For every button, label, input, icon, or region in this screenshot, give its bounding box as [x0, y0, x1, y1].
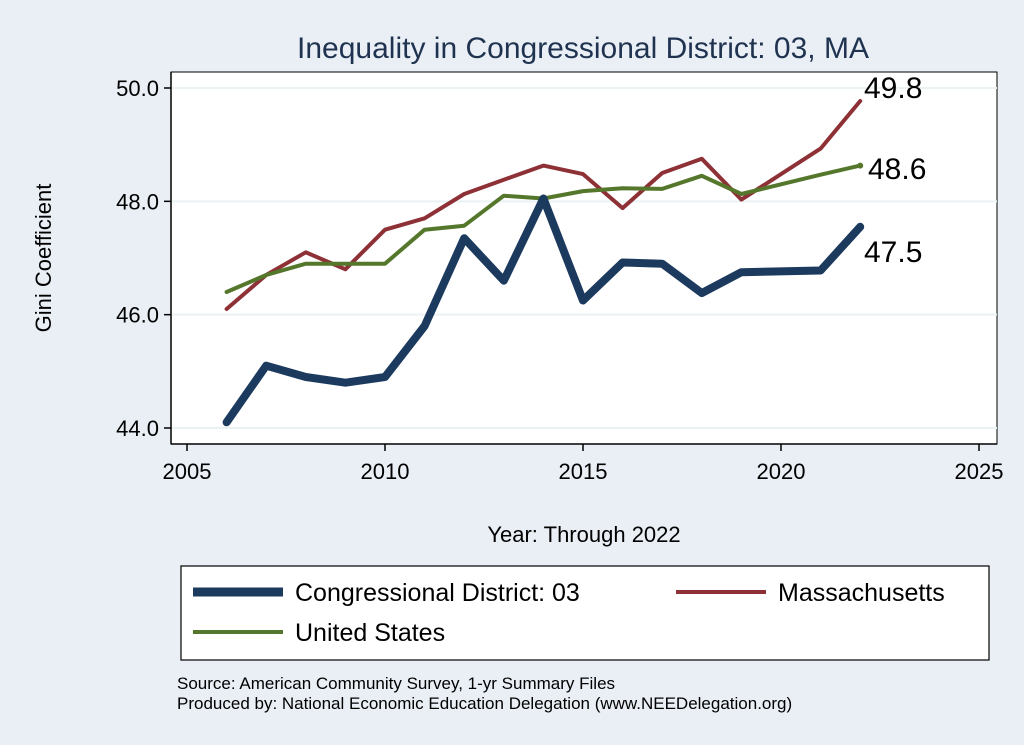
- legend-label-united-states: United States: [295, 619, 445, 647]
- series-end-marker-us: [857, 162, 864, 169]
- x-tick-label: 2010: [361, 459, 410, 484]
- x-tick-label: 2015: [559, 459, 608, 484]
- y-tick-label: 44.0: [116, 416, 159, 441]
- end-label-district: 47.5: [864, 236, 922, 269]
- x-tick-layer: 2005 2010 2015 2020 2025: [163, 444, 1004, 484]
- series-line-us: [224, 163, 863, 294]
- producer-note: Produced by: National Economic Education…: [177, 694, 792, 713]
- legend-box: [180, 565, 990, 661]
- source-note: Source: American Community Survey, 1-yr …: [177, 674, 615, 693]
- x-tick-label: 2005: [163, 459, 212, 484]
- y-tick-label: 46.0: [116, 303, 159, 328]
- x-tick-label: 2025: [955, 459, 1004, 484]
- y-tick-label: 50.0: [116, 76, 159, 101]
- legend: Congressional District: 03 Massachusetts…: [180, 565, 990, 661]
- series-line-district: [222, 194, 865, 427]
- y-tick-label: 48.0: [116, 189, 159, 214]
- y-axis-label: Gini Coefficient: [31, 184, 56, 333]
- grid-layer: [171, 87, 997, 429]
- series-line-state: [224, 99, 863, 311]
- legend-label-massachusetts: Massachusetts: [778, 579, 945, 607]
- chart-title: Inequality in Congressional District: 03…: [297, 32, 869, 65]
- plot-background: [170, 71, 998, 445]
- x-axis-label: Year: Through 2022: [487, 522, 680, 547]
- end-label-united-states: 48.6: [868, 153, 926, 186]
- end-label-massachusetts: 49.8: [864, 72, 922, 105]
- x-tick-label: 2020: [757, 459, 806, 484]
- legend-label-district: Congressional District: 03: [295, 579, 580, 607]
- y-tick-layer: 44.0 46.0 48.0 50.0: [116, 76, 171, 441]
- series-layer: [222, 99, 865, 427]
